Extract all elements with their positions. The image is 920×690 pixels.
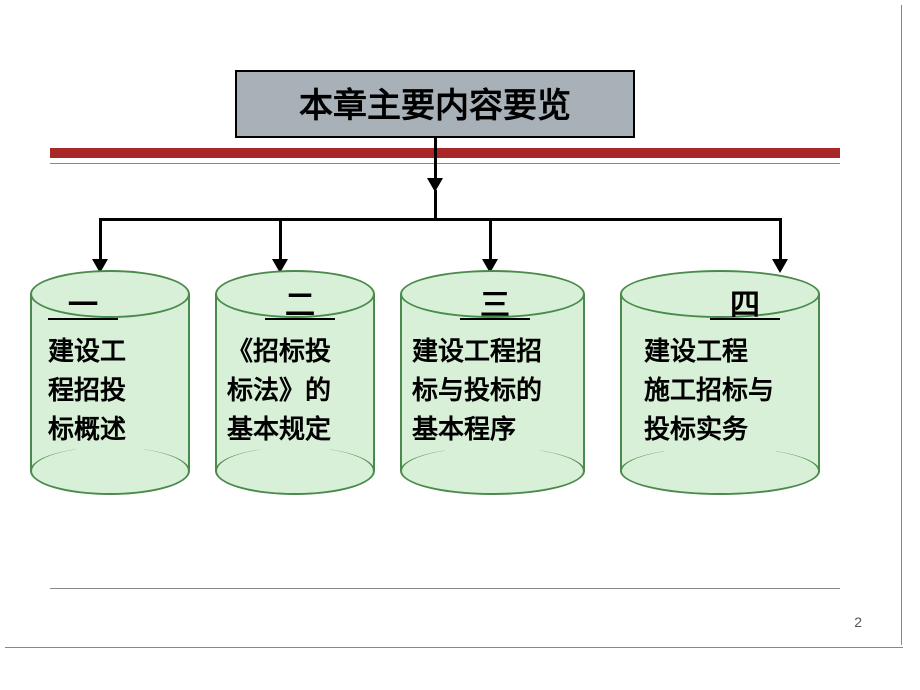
- cylinder-top: [30, 270, 190, 318]
- cylinder-text: 建设工程施工招标与投标实务: [644, 332, 815, 449]
- horizontal-bar: [100, 218, 780, 221]
- drop-line-3: [489, 218, 492, 261]
- thin-line-under-red: [50, 163, 840, 164]
- drop-line-2: [279, 218, 282, 261]
- cylinder-1: 一建设工程招投标概述: [30, 270, 190, 495]
- cylinder-text: 《招标投标法》的基本规定: [227, 332, 370, 449]
- drop-line-1: [99, 218, 102, 261]
- red-bar: [50, 148, 840, 158]
- page-border-right: [901, 5, 902, 645]
- cylinder-text: 建设工程招标与投标的基本程序: [412, 332, 580, 449]
- cylinder-4: 四建设工程施工招标与投标实务: [620, 270, 820, 495]
- cylinder-bottom: [215, 447, 375, 495]
- cylinder-number-underline: [710, 318, 780, 320]
- cylinder-bottom: [30, 447, 190, 495]
- main-vertical-stem: [434, 138, 437, 178]
- cylinder-2: 二《招标投标法》的基本规定: [215, 270, 375, 495]
- drop-line-4: [779, 218, 782, 261]
- page-number: 2: [854, 614, 862, 630]
- cylinder-bottom: [400, 447, 585, 495]
- bottom-line: [50, 588, 840, 589]
- cylinder-number-underline: [48, 318, 118, 320]
- cylinder-3: 三建设工程招标与投标的基本程序: [400, 270, 585, 495]
- title-text: 本章主要内容要览: [299, 87, 571, 125]
- page-border-bottom: [5, 647, 903, 648]
- stem-below-arrow: [434, 190, 437, 218]
- cylinder-bottom: [620, 447, 820, 495]
- cylinder-number-underline: [460, 318, 530, 320]
- cylinder-number-underline: [265, 318, 335, 320]
- title-box: 本章主要内容要览: [235, 70, 635, 138]
- cylinder-text: 建设工程招投标概述: [48, 332, 185, 449]
